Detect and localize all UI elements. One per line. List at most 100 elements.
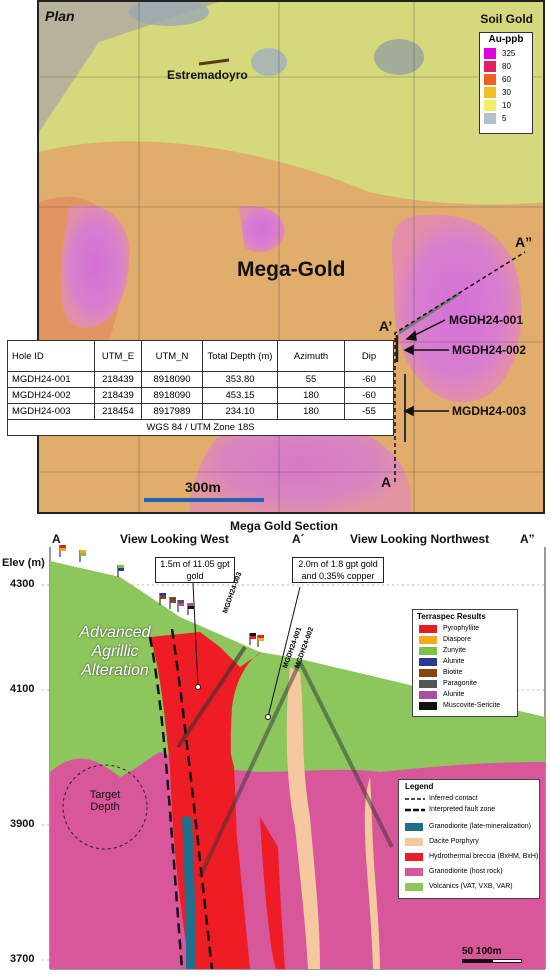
table-cell: 180 — [277, 403, 345, 420]
fault-line — [148, 636, 184, 970]
intercept-marker-1 — [195, 684, 201, 690]
soil-low-patch — [374, 39, 424, 75]
project-name: Mega-Gold — [237, 258, 346, 281]
view-west-label: View Looking West — [120, 532, 229, 546]
drill-trace-001 — [198, 661, 302, 878]
place-estremadoyro: Estremadoyro — [167, 68, 248, 82]
au-legend-swatch — [484, 48, 496, 59]
table-cell: MGDH24-001 — [7, 371, 95, 388]
lithology-label: Granodiorite (late-mineralization) — [429, 823, 531, 830]
terraspec-swatch — [419, 625, 437, 633]
soil-low-patch — [251, 48, 287, 76]
au-legend-label: 80 — [502, 62, 511, 71]
section-scale-label: 50 100m — [462, 946, 502, 957]
intercept-marker-2 — [265, 714, 271, 720]
au-legend-item: 60 — [484, 74, 528, 85]
lithology-legend-title: Legend — [405, 782, 434, 791]
elevation-tick: 4300 — [10, 578, 35, 590]
table-cell: -55 — [344, 403, 394, 420]
intercept-callout-2: 2.0m of 1.8 gpt gold and 0.35% copper — [292, 557, 384, 583]
table-cell: 55 — [277, 371, 345, 388]
table-cell: 234.10 — [202, 403, 278, 420]
terraspec-flag — [169, 597, 176, 609]
table-cell: 8918090 — [141, 387, 203, 404]
lithology-label: Granodiorite (host rock) — [429, 868, 503, 875]
terraspec-legend-title: Terraspec Results — [417, 612, 486, 621]
au-legend-label: 60 — [502, 75, 511, 84]
section-point-a: A — [381, 474, 392, 490]
fault-line — [170, 628, 214, 970]
table-cell: 180 — [277, 387, 345, 404]
terraspec-flags — [59, 545, 264, 647]
hole-label-002: MGDH24-002 — [452, 343, 527, 357]
column-header: Total Depth (m) — [202, 340, 278, 372]
drill-trace-002 — [298, 661, 394, 848]
section-title: Mega Gold Section — [230, 519, 339, 533]
terraspec-label: Alunite — [443, 691, 465, 698]
lithology-swatch — [405, 868, 423, 876]
table-row: MGDH24-003 218454 8917989 234.10 180 -55 — [7, 403, 394, 420]
soil-anomaly-east — [392, 214, 522, 403]
breccia-finger — [210, 667, 240, 969]
au-legend-label: 10 — [502, 101, 511, 110]
terraspec-swatch — [419, 636, 437, 644]
lithology-swatch — [405, 853, 423, 861]
terraspec-swatch — [419, 669, 437, 677]
terraspec-label: Diaspore — [443, 636, 472, 643]
terraspec-swatch — [419, 702, 437, 710]
soil-low-patch — [129, 2, 209, 26]
terraspec-swatch — [419, 658, 437, 666]
section-scale-bar — [462, 959, 492, 963]
lithology-legend: Legend Inferred contact Interpreted faul… — [398, 779, 540, 899]
target-depth-label: Target Depth — [89, 789, 121, 813]
table-header-row: Hole ID UTM_E UTM_N Total Depth (m) Azim… — [7, 340, 394, 372]
callout-leader-1 — [192, 582, 199, 688]
terraspec-flag — [187, 603, 194, 615]
dacite-porphyry-dyke — [364, 777, 380, 969]
soil-anomaly-west — [60, 204, 130, 328]
table-cell: MGDH24-002 — [7, 387, 95, 404]
au-legend-item: 80 — [484, 61, 528, 72]
au-legend-item: 30 — [484, 87, 528, 98]
terraspec-flag — [59, 545, 66, 557]
elevation-tick: 3900 — [10, 818, 35, 830]
cross-section: Mega Gold Section View Looking West View… — [0, 517, 550, 973]
lithology-label: Hydrothermal breccia (BxHM, BxH) — [429, 853, 539, 860]
column-header: UTM_N — [141, 340, 203, 372]
plan-map-graphic — [39, 2, 543, 512]
dacite-porphyry-dyke — [286, 667, 320, 969]
au-legend: Au-ppb 325 80 60 30 10 5 — [479, 32, 533, 134]
breccia-finger-east — [260, 817, 285, 969]
au-legend-item: 10 — [484, 100, 528, 111]
granodiorite-late-unit — [182, 817, 196, 969]
column-header: Dip — [344, 340, 394, 372]
section-point-a-prime: A’ — [379, 318, 393, 334]
column-header: Azimuth — [277, 340, 345, 372]
au-legend-item: 5 — [484, 113, 528, 124]
hole-arrows — [403, 319, 449, 417]
terraspec-flag — [117, 565, 124, 577]
terraspec-label: Muscovite-Sericite — [443, 702, 501, 709]
lithology-swatch — [405, 883, 423, 891]
scale-bar — [144, 498, 264, 502]
plan-scale-label: 300m — [185, 479, 221, 495]
lithology-label: Volcanics (VAT, VXB, VAR) — [429, 883, 513, 890]
plan-title: Plan — [45, 8, 75, 24]
au-legend-swatch — [484, 74, 496, 85]
section-a-prime-label: A´ — [292, 532, 305, 546]
terraspec-swatch — [419, 680, 437, 688]
table-row: MGDH24-001 218439 8918090 353.80 55 -60 — [7, 371, 394, 388]
section-scale-bar-segment — [492, 959, 522, 963]
intercept-callout-1: 1.5m of 11.05 gpt gold — [155, 557, 235, 583]
soil-anomaly-center — [239, 206, 285, 253]
terraspec-swatch — [419, 691, 437, 699]
terraspec-legend: Terraspec Results Pyrophyllite Diaspore Zu… — [412, 609, 518, 717]
au-legend-swatch — [484, 87, 496, 98]
table-footer-row: WGS 84 / UTM Zone 18S — [7, 419, 394, 436]
drill-trace-001 — [398, 292, 460, 335]
au-legend-label: 5 — [502, 114, 507, 123]
alteration-label: Advanced Agrillic Alteration — [79, 624, 151, 679]
table-cell: 218454 — [94, 403, 142, 420]
terraspec-flag — [79, 550, 86, 562]
soil-gold-title: Soil Gold — [480, 12, 533, 26]
